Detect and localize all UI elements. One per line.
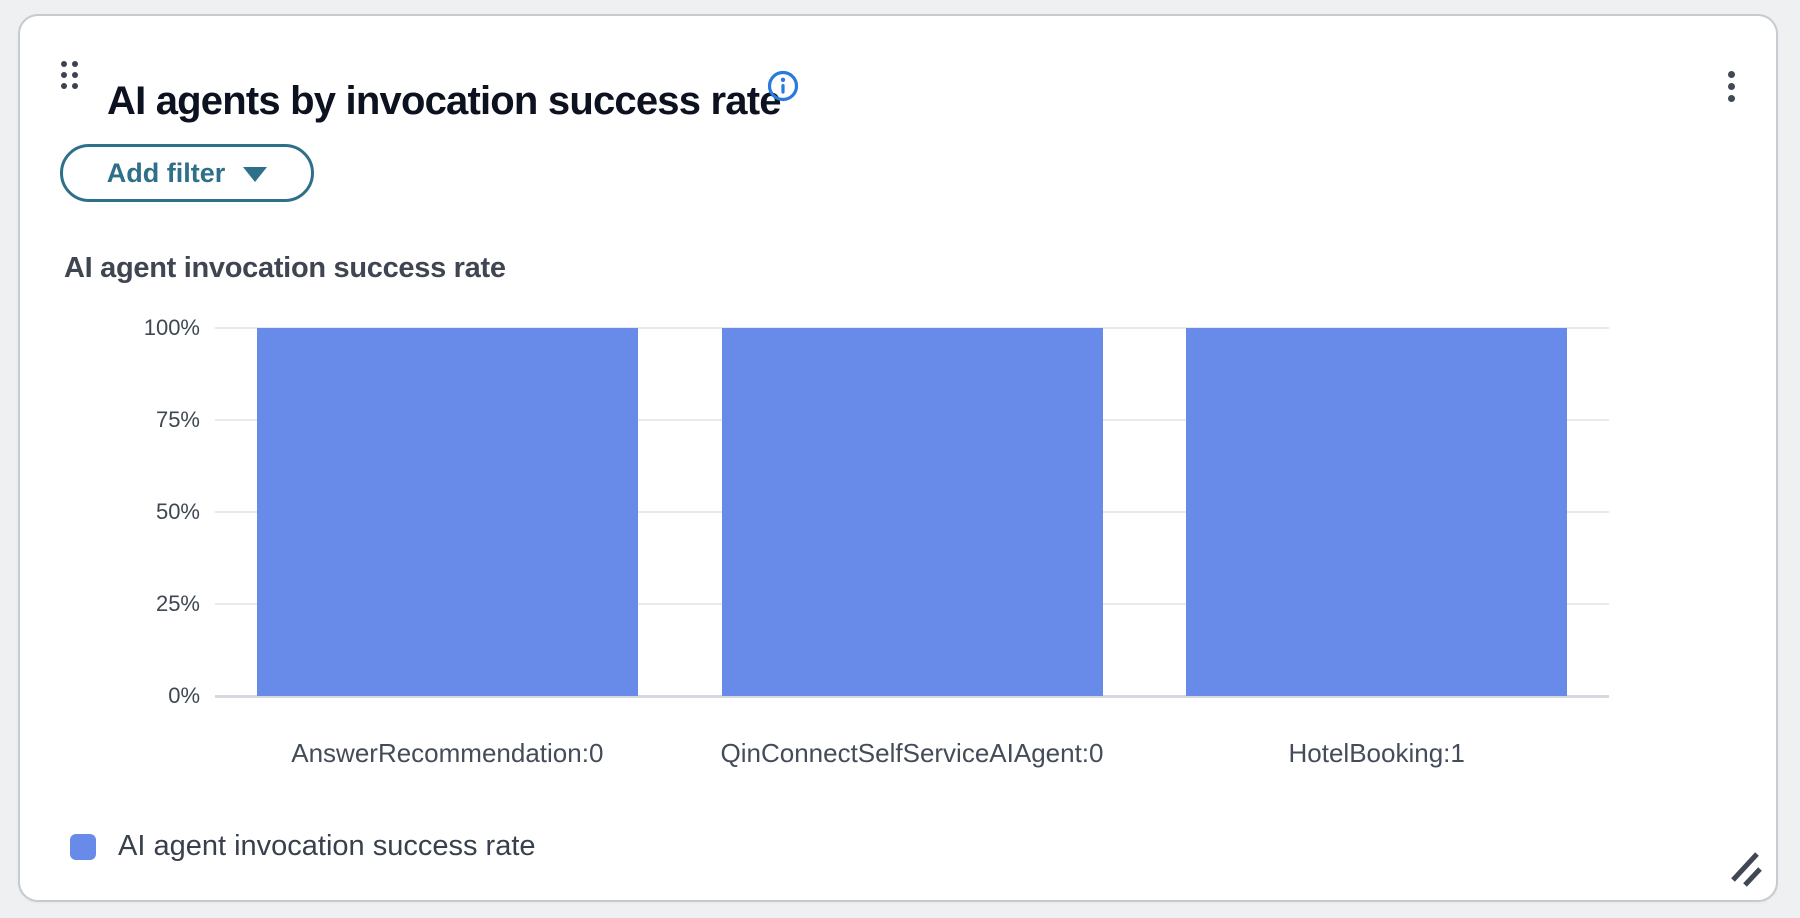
info-icon[interactable] [767, 70, 799, 102]
bar-HotelBooking:1[interactable] [1186, 328, 1568, 696]
widget-title: AI agents by invocation success rate [107, 78, 781, 123]
x-axis: AnswerRecommendation:0 QinConnectSelfServ… [215, 738, 1609, 769]
bar-slot [1144, 328, 1609, 696]
plot-area [215, 327, 1609, 698]
y-tick-label: 0% [168, 683, 200, 708]
kebab-menu-icon[interactable] [1717, 60, 1745, 112]
y-tick-label: 75% [155, 407, 200, 432]
bar-slot [680, 328, 1145, 696]
add-filter-button[interactable]: Add filter [60, 144, 314, 202]
resize-handle-icon[interactable] [1726, 846, 1766, 888]
bar-QinConnectSelfServiceAIAgent:0[interactable] [721, 328, 1103, 696]
x-axis-baseline [215, 694, 1609, 698]
caret-down-icon [243, 167, 268, 182]
y-axis: 0% 25% 50% 75% 100% [40, 315, 200, 708]
legend-swatch [70, 833, 96, 860]
drag-handle-icon[interactable] [61, 61, 78, 89]
chart-title: AI agent invocation success rate [64, 252, 506, 284]
y-tick-label: 100% [143, 315, 200, 340]
add-filter-label: Add filter [106, 157, 226, 188]
bar-chart: 0% 25% 50% 75% 100% [20, 315, 1780, 708]
bar-AnswerRecommendation:0[interactable] [256, 328, 638, 696]
legend-label: AI agent invocation success rate [118, 830, 536, 862]
info-icon-glyph [767, 70, 799, 102]
y-tick-label: 50% [155, 499, 200, 524]
y-tick-label: 25% [155, 591, 200, 616]
legend-item[interactable]: AI agent invocation success rate [70, 830, 536, 863]
bars-container [215, 328, 1609, 696]
x-tick-label: AnswerRecommendation:0 [291, 738, 604, 768]
widget-card: AI agents by invocation success rate Add… [18, 14, 1778, 902]
x-tick-label: HotelBooking:1 [1288, 738, 1465, 768]
x-tick-label: QinConnectSelfServiceAIAgent:0 [720, 738, 1104, 768]
bar-slot [215, 328, 680, 696]
